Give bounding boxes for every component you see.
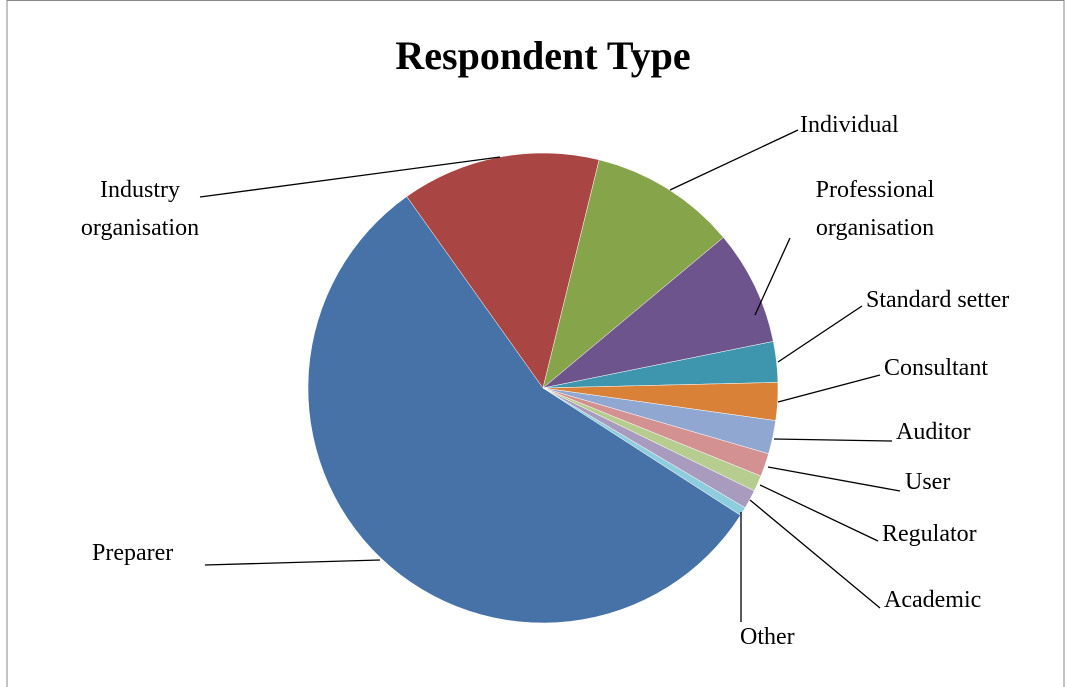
leader-line <box>754 237 791 316</box>
leader-line <box>749 499 881 609</box>
slice-label: Individual <box>800 112 899 138</box>
leader-line <box>777 305 863 363</box>
slice-label: Industry organisation <box>80 177 200 241</box>
leader-line <box>759 484 879 542</box>
chart-title: Respondent Type <box>395 33 690 78</box>
pie-slice <box>542 237 774 389</box>
leader-line <box>199 156 501 198</box>
slice-label: Regulator <box>882 521 977 547</box>
slice-label: Other <box>740 624 795 650</box>
slice-label: Standard setter <box>866 287 1010 313</box>
leader-line <box>773 438 893 442</box>
leader-line <box>777 374 881 403</box>
slice-label: Consultant <box>884 355 989 381</box>
leader-line <box>767 466 901 492</box>
slice-label: Academic <box>884 587 982 613</box>
leader-line <box>204 559 381 566</box>
pie-slice <box>307 196 741 624</box>
slice-label: User <box>905 469 951 495</box>
pie-slice <box>542 159 724 389</box>
slice-label: Auditor <box>896 419 971 445</box>
slice-label: Preparer <box>92 540 174 566</box>
leader-line <box>669 129 799 191</box>
slice-label: Professional organisation <box>815 177 935 241</box>
